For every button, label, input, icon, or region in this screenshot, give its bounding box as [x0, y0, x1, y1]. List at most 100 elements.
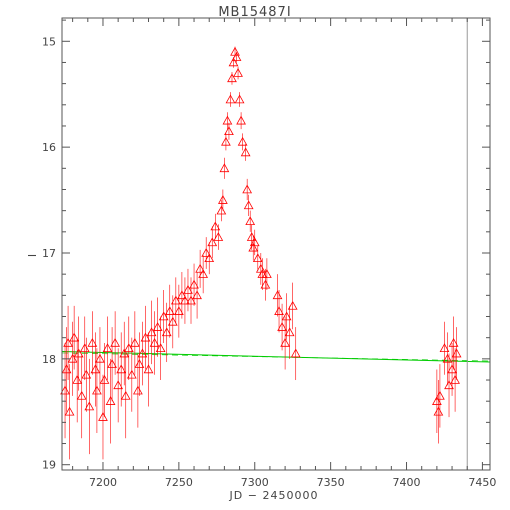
data-point: [84, 358, 95, 455]
y-tick-label: 18: [42, 353, 56, 366]
data-point: [73, 316, 84, 391]
data-point: [245, 210, 256, 232]
data-point: [219, 157, 230, 179]
y-tick-label: 16: [42, 141, 56, 154]
y-tick-label: 15: [42, 35, 56, 48]
data-point: [450, 348, 460, 412]
data-point: [146, 300, 157, 365]
data-point: [448, 316, 459, 370]
data-point: [210, 213, 221, 240]
data-point: [195, 249, 205, 288]
data-point: [63, 305, 73, 381]
data-point: [107, 327, 117, 402]
data-point: [102, 316, 113, 381]
data-point: [87, 311, 98, 375]
data-point: [149, 311, 160, 375]
data-point: [260, 268, 271, 301]
data-point: [119, 321, 130, 386]
x-tick-label: 7400: [393, 476, 421, 489]
data-point: [133, 353, 143, 428]
data-point: [277, 303, 287, 351]
data-point: [120, 353, 131, 439]
data-point: [105, 358, 116, 444]
data-point: [435, 364, 445, 428]
data-point: [123, 316, 134, 381]
data-point: [207, 226, 218, 259]
data-point: [224, 122, 234, 140]
data-point: [164, 284, 175, 338]
data-point: [192, 272, 202, 319]
data-point: [287, 282, 298, 330]
data-point: [98, 374, 108, 460]
data-point: [284, 305, 295, 359]
model-and-marker-lines: [61, 18, 491, 470]
data-point: [447, 342, 457, 396]
plot-frame: [61, 17, 491, 471]
x-axis-label: JD − 2450000: [229, 489, 319, 502]
data-point: [217, 189, 228, 211]
data-point: [262, 258, 272, 291]
x-tick-label: 7250: [165, 476, 193, 489]
data-point: [442, 332, 453, 386]
data-point: [290, 327, 301, 381]
data-point: [242, 178, 253, 201]
data-point: [140, 305, 151, 370]
data-point: [233, 66, 243, 80]
data-point: [221, 133, 231, 151]
data-point: [433, 380, 444, 444]
data-point: [95, 327, 105, 391]
data-point: [249, 229, 260, 256]
chart-title: MB15487I: [218, 5, 291, 20]
data-point: [236, 112, 246, 130]
axis-ticks: 7200 7250 7300 7350 7400 7450 15 16 17 18 19: [42, 18, 496, 489]
y-tick-label: 17: [42, 247, 56, 260]
data-point: [240, 143, 251, 161]
data-point: [281, 293, 292, 340]
data-point: [170, 277, 181, 324]
data-point: [81, 337, 92, 412]
data-point: [116, 332, 127, 407]
x-tick-label: 7200: [89, 476, 117, 489]
data-point: [201, 237, 212, 269]
data-point: [204, 242, 215, 275]
data-point: [439, 321, 450, 375]
data-point: [451, 327, 462, 381]
data-point: [126, 337, 137, 412]
data-point: [252, 245, 263, 271]
data-point: [177, 272, 187, 319]
data-point: [134, 332, 145, 396]
data-point: [198, 255, 209, 294]
data-point: [274, 290, 284, 333]
data-point: [237, 133, 248, 151]
data-point: [213, 224, 224, 250]
data-point: [137, 321, 148, 386]
data-point: [180, 277, 190, 324]
data-point: [110, 311, 121, 375]
data-point: [152, 297, 163, 357]
y-tick-label: 19: [42, 459, 56, 472]
data-point: [155, 316, 166, 381]
data-point: [173, 284, 184, 338]
data-point: [99, 342, 110, 418]
data-point: [227, 71, 237, 85]
y-axis-label: I: [26, 253, 39, 257]
data-point: [143, 332, 154, 407]
data-point: [234, 92, 245, 107]
data-point: [113, 348, 124, 423]
data-point: [444, 353, 454, 418]
data-point: [64, 364, 75, 460]
x-tick-label: 7350: [317, 476, 345, 489]
data-point: [431, 369, 442, 433]
data-point: [243, 194, 254, 216]
data-point: [231, 51, 242, 63]
model-line-alt: [61, 352, 491, 362]
data-point: [280, 316, 290, 370]
data-point: [248, 235, 259, 261]
data-point: [69, 305, 80, 370]
data-point: [76, 353, 87, 439]
x-tick-label: 7300: [241, 476, 269, 489]
data-point: [79, 316, 90, 381]
data-point: [225, 92, 236, 107]
data-point: [222, 112, 233, 130]
